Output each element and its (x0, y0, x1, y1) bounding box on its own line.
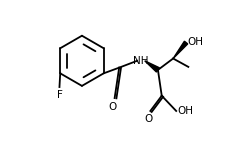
Text: OH: OH (177, 106, 193, 116)
Text: NH: NH (133, 56, 148, 66)
Text: O: O (108, 102, 117, 112)
Text: OH: OH (187, 37, 203, 47)
Polygon shape (145, 61, 159, 72)
Text: O: O (145, 114, 153, 124)
Polygon shape (173, 41, 188, 59)
Text: F: F (57, 90, 62, 100)
